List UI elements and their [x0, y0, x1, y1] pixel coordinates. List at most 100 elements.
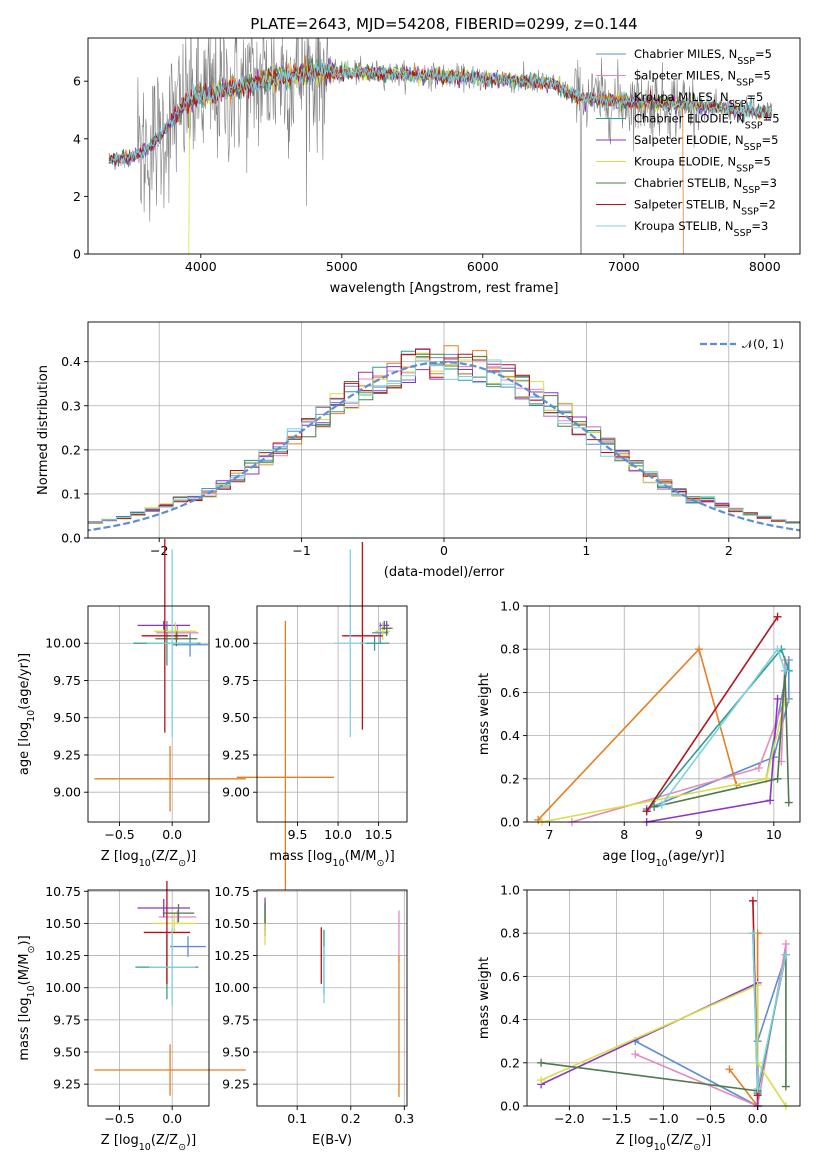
- y-tick-label: 9.25: [222, 1077, 250, 1092]
- x-axis-label-part: )]: [385, 849, 395, 864]
- mass-age-panel: 9.5 10.0 10.5 9.00 9.25 9.50 9.75 10.00 mass [lo…: [214, 541, 408, 934]
- x-tick-label: 10.5: [365, 827, 393, 842]
- x-axis-label: mass [log10(M/M⊙)]: [269, 849, 394, 869]
- y-tick-label: 9.75: [222, 673, 250, 688]
- x-axis-label-part: (age/yr)]: [668, 849, 725, 864]
- y-tick-label: 6: [73, 74, 81, 89]
- z-weight-panel: −2.0 −1.5 −1.0 −0.5 0.0 0.0 0.2 0.4 0.6 0.8 1.0 Z […: [477, 883, 801, 1153]
- spectrum-lines: [108, 38, 773, 254]
- y-tick-label: 9.75: [222, 1012, 250, 1027]
- y-tick-label: 10.50: [45, 916, 81, 931]
- y-tick-label: 0.4: [500, 1012, 520, 1027]
- y-tick-label: 0.2: [500, 1055, 520, 1070]
- y-tick-label: 10.00: [45, 980, 81, 995]
- x-tick-label: 7000: [608, 259, 640, 274]
- y-tick-label: 0.8: [500, 926, 520, 941]
- y-axis-label: mass weight: [477, 957, 492, 1039]
- y-tick-label: 9.50: [222, 710, 250, 725]
- x-tick-label: −1.5: [601, 1111, 631, 1126]
- y-tick-label: 9.50: [53, 710, 81, 725]
- legend-entry: Chabrier MILES, NSSP=5: [634, 47, 772, 67]
- legend-entry-part: Chabrier MILES, N: [634, 47, 737, 61]
- weight-marker: [753, 1084, 762, 1093]
- model-spectrum: [108, 60, 772, 169]
- plot-area: [257, 890, 407, 1106]
- x-axis-label: Z [log10(Z/Z⊙)]: [101, 1133, 196, 1153]
- legend-entry-part: Salpeter STELIB, N: [634, 198, 741, 212]
- legend-entry-part: SSP: [737, 56, 755, 67]
- x-axis-label-part: )]: [186, 849, 196, 864]
- x-tick-label: 8: [620, 827, 628, 842]
- plot-area: [527, 606, 800, 822]
- z-mass-panel: −0.5 0.0 9.25 9.50 9.75 10.00 10.25 10.50 10.75 Z…: [17, 881, 246, 1153]
- x-tick-label: −0.5: [695, 1111, 725, 1126]
- y-tick-label: 10.75: [45, 884, 81, 899]
- x-axis-label: E(B-V): [312, 1133, 352, 1148]
- y-tick-label: 9.50: [53, 1045, 81, 1060]
- y-axis-label-part: age [log: [17, 722, 32, 775]
- y-tick-label: 9.25: [53, 1077, 81, 1092]
- y-tick-label: 4: [73, 131, 81, 146]
- legend-entry-part: =5: [754, 155, 771, 169]
- x-tick-label: 8000: [749, 259, 781, 274]
- weight-marker: [773, 612, 782, 621]
- legend-entry-part: =5: [761, 133, 778, 147]
- x-axis-label-part: ⊙: [178, 1142, 186, 1153]
- x-axis-label-part: age [log: [602, 849, 655, 864]
- weight-series: [646, 616, 779, 812]
- legend-entry-part: Salpeter MILES, N: [634, 69, 736, 83]
- legend-entry-part: SSP: [745, 120, 763, 131]
- y-axis-label-part: mass [log: [17, 997, 32, 1060]
- legend-entry-part: =5: [746, 90, 763, 104]
- x-axis-label: wavelength [Angstrom, rest frame]: [330, 281, 559, 296]
- weight-marker: [773, 694, 782, 703]
- legend-entry: Kroupa ELODIE, NSSP=5: [634, 155, 771, 175]
- legend-entry-part: Chabrier ELODIE, N: [634, 112, 745, 126]
- x-axis-label-part: (M/M: [345, 849, 377, 864]
- x-tick-label: 7: [545, 827, 553, 842]
- legend-entry: 𝒩(0, 1): [742, 337, 784, 351]
- legend-entry: Chabrier ELODIE, NSSP=5: [634, 112, 780, 132]
- x-axis-label-part: )]: [186, 1133, 196, 1148]
- x-axis-label-part: (Z/Z: [151, 1133, 178, 1148]
- y-tick-label: 0.0: [500, 815, 520, 830]
- axes-frame: [526, 605, 801, 823]
- plot-area: [88, 606, 209, 822]
- x-tick-label: 9: [695, 827, 703, 842]
- weight-marker: [650, 802, 659, 811]
- residuals-panel: −2 −1 0 1 2 0.0 0.1 0.2 0.3 0.4 (data-model)/error…: [36, 321, 801, 580]
- y-tick-label: 0.0: [61, 531, 81, 546]
- y-tick-label: 10.75: [214, 884, 250, 899]
- x-tick-label: −2: [150, 543, 168, 558]
- legend-entry-part: SSP: [736, 77, 754, 88]
- plot-area: [88, 890, 209, 1106]
- legend-entry-part: SSP: [729, 99, 747, 110]
- legend-entry-part: SSP: [736, 163, 754, 174]
- x-axis-label: Z [log10(Z/Z⊙)]: [616, 1133, 711, 1153]
- weight-marker: [781, 666, 790, 675]
- x-tick-label: 4000: [185, 259, 217, 274]
- x-axis-label-part: )]: [701, 1133, 711, 1148]
- y-axis-label: age [log10(age/yr)]: [17, 653, 37, 775]
- legend-entry: Salpeter STELIB, NSSP=2: [634, 198, 776, 218]
- y-tick-label: 10.50: [214, 916, 250, 931]
- weight-marker: [766, 796, 775, 805]
- y-tick-label: 9.75: [53, 673, 81, 688]
- axes-frame: [256, 889, 408, 1107]
- x-tick-label: −0.5: [104, 1111, 134, 1126]
- ebv-mass-panel: 0.1 0.2 0.3 9.25 9.50 9.75 10.00 10.25 10.50 10.7…: [214, 884, 414, 1148]
- y-tick-label: 0.6: [500, 685, 520, 700]
- y-tick-label: 0.4: [61, 354, 81, 369]
- legend-entry: Salpeter ELODIE, NSSP=5: [634, 133, 778, 153]
- x-tick-label: 0: [440, 543, 448, 558]
- legend-entry: Salpeter MILES, NSSP=5: [634, 69, 771, 89]
- y-tick-label: 0.8: [500, 642, 520, 657]
- x-axis-label-part: Z [log: [616, 1133, 654, 1148]
- weight-marker: [781, 1082, 790, 1091]
- axes-frame: [87, 605, 210, 823]
- weight-series: [540, 983, 787, 1107]
- y-tick-label: 10.25: [214, 948, 250, 963]
- x-tick-label: 2: [725, 543, 733, 558]
- legend-entry: Chabrier STELIB, NSSP=3: [634, 176, 777, 196]
